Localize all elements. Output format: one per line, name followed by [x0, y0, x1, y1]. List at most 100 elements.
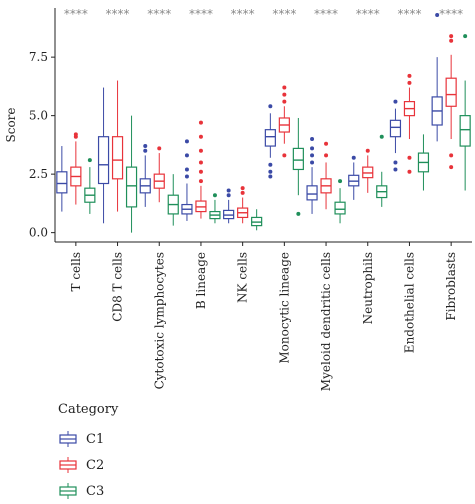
box-c3	[84, 158, 96, 214]
box-c1	[97, 87, 110, 224]
box-rect	[97, 136, 110, 185]
box-c3	[209, 193, 221, 224]
outlier-point	[143, 144, 148, 149]
outlier-point	[435, 13, 440, 18]
outlier-point	[184, 139, 189, 144]
outlier-point	[463, 34, 468, 39]
significance-label: ****	[356, 7, 380, 21]
box-c3	[292, 117, 304, 216]
box-c3	[417, 134, 430, 191]
outlier-point	[393, 167, 398, 172]
box-c2	[111, 80, 124, 212]
significance-label: ****	[106, 7, 130, 21]
outlier-point	[184, 174, 189, 179]
outlier-point	[449, 38, 454, 43]
y-tick-label: 7.5	[29, 50, 48, 64]
x-tick-label: Cytotoxic lymphocytes	[152, 252, 166, 389]
box-c1	[223, 188, 235, 224]
x-tick-label: CD8 T cells	[111, 252, 125, 322]
outlier-point	[310, 137, 315, 142]
outlier-point	[324, 141, 329, 146]
x-tick-label: Endothelial cells	[402, 252, 416, 353]
box-c1	[348, 155, 360, 200]
outlier-point	[143, 148, 148, 153]
outlier-point	[87, 158, 92, 163]
outlier-point	[393, 160, 398, 165]
outlier-point	[310, 160, 315, 165]
outlier-point	[240, 190, 245, 195]
outlier-point	[226, 193, 231, 198]
box-c1	[139, 144, 151, 207]
box-rect	[56, 171, 68, 194]
outlier-point	[449, 34, 454, 39]
box-c3	[125, 115, 138, 233]
box-c3	[376, 134, 388, 207]
box-c2	[70, 132, 82, 205]
outlier-point	[296, 211, 301, 216]
box-c2	[362, 148, 374, 193]
y-tick-label: 2.5	[29, 167, 48, 181]
outlier-point	[351, 155, 356, 160]
outlier-point	[282, 99, 287, 104]
outlier-point	[282, 92, 287, 97]
legend-key	[59, 457, 77, 473]
box-c1	[181, 139, 193, 221]
outlier-point	[449, 165, 454, 170]
legend: Category C1 C2 C3	[58, 402, 118, 504]
legend-label: C2	[86, 457, 105, 473]
box-rect	[125, 166, 138, 208]
box-c1	[264, 104, 276, 179]
x-tick-label: Monocytic lineage	[277, 252, 291, 364]
box-c2	[237, 186, 249, 224]
outlier-point	[226, 188, 231, 193]
box-rect	[334, 201, 346, 215]
legend-key	[59, 431, 77, 447]
box-c2	[320, 141, 332, 210]
outlier-point	[379, 134, 384, 139]
box-c2	[403, 73, 416, 174]
outlier-point	[198, 160, 203, 165]
outlier-point	[198, 169, 203, 174]
significance-label: ****	[439, 7, 463, 21]
legend-item-c1: C1	[58, 426, 118, 452]
box-c2	[445, 34, 457, 170]
x-tick-label: NK cells	[236, 252, 250, 303]
outlier-point	[449, 153, 454, 158]
box-rect	[459, 115, 471, 147]
outlier-point	[310, 153, 315, 158]
outlier-point	[310, 146, 315, 151]
box-rect	[111, 136, 124, 180]
x-tick-label: B lineage	[194, 252, 208, 309]
outlier-point	[157, 146, 162, 151]
box-c1	[56, 146, 68, 212]
box-c3	[459, 34, 471, 191]
significance-label: ****	[189, 7, 213, 21]
box-c3	[334, 179, 346, 224]
outlier-point	[198, 134, 203, 139]
outlier-point	[198, 120, 203, 125]
significance-label: ****	[231, 7, 255, 21]
box-rect	[264, 129, 276, 147]
outlier-point	[268, 162, 273, 167]
legend-label: C1	[86, 431, 105, 447]
legend-item-c3: C3	[58, 478, 118, 504]
y-tick-label: 5.0	[29, 109, 48, 123]
outlier-point	[282, 153, 287, 158]
outlier-point	[407, 80, 412, 85]
outlier-point	[268, 169, 273, 174]
box-rect	[389, 119, 402, 138]
significance-label: ****	[397, 7, 421, 21]
box-rect	[306, 185, 318, 201]
outlier-point	[324, 153, 329, 158]
outlier-point	[184, 153, 189, 158]
outlier-point	[198, 148, 203, 153]
box-c1	[431, 13, 443, 142]
y-axis-label: Score	[4, 107, 18, 142]
outlier-point	[407, 155, 412, 160]
outlier-point	[198, 179, 203, 184]
x-tick-label: Fibroblasts	[444, 252, 458, 321]
significance-label: ****	[64, 7, 88, 21]
significance-label: ****	[147, 7, 171, 21]
outlier-point	[268, 104, 273, 109]
